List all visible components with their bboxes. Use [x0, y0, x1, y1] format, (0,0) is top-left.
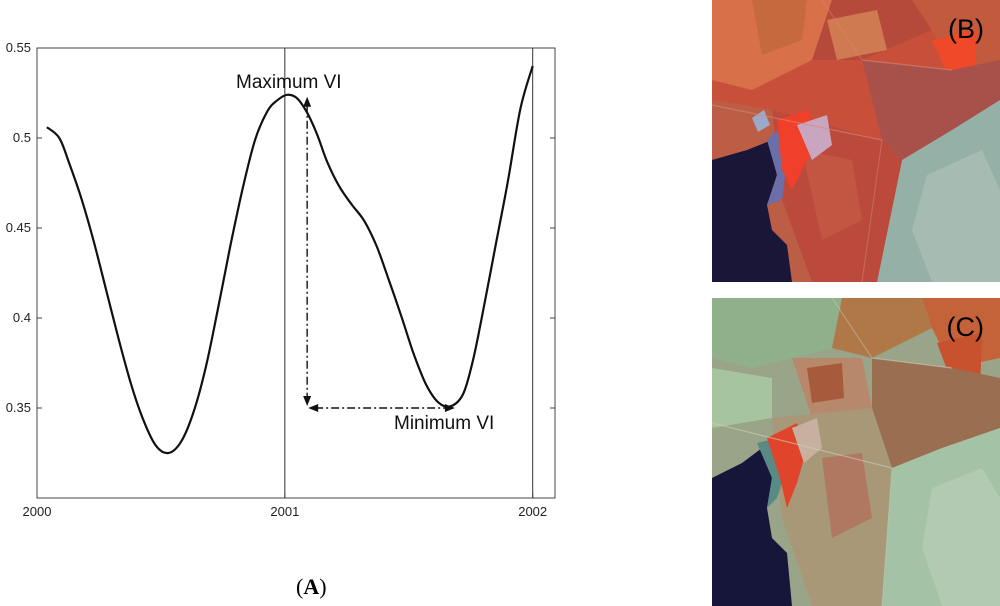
panel-b-label: (B)	[948, 14, 984, 44]
figure-caption-a: (A)	[296, 574, 327, 599]
axis-ticks: 0.35 0.4 0.45 0.5 0.55 2000 2001 2002	[6, 40, 555, 519]
series-layer	[46, 65, 534, 455]
y-tick-label: 0.5	[13, 130, 31, 145]
annotation-layer: Maximum VI Minimum VI	[236, 72, 494, 434]
arrowhead-down	[303, 396, 312, 406]
y-tick-label: 0.35	[6, 400, 31, 415]
y-tick-label: 0.55	[6, 40, 31, 55]
maximum-vi-label: Maximum VI	[236, 72, 342, 93]
arrowhead-up	[303, 96, 312, 107]
arrowhead-right	[444, 404, 455, 412]
minimum-vi-label: Minimum VI	[394, 413, 494, 434]
satellite-image-b: (B)	[712, 0, 1000, 282]
year-separator-lines	[284, 48, 534, 498]
vi-series-line	[46, 65, 534, 455]
caption-letter: A	[303, 574, 320, 599]
chart-plot-area	[36, 47, 556, 499]
y-tick-label: 0.4	[13, 310, 31, 325]
satellite-image-c: (C)	[712, 298, 1000, 606]
satellite-image-c-graphic	[712, 298, 1000, 606]
x-tick-label: 2000	[23, 504, 52, 519]
satellite-image-b-graphic	[712, 0, 1000, 282]
arrowhead-left	[308, 404, 319, 412]
x-tick-label: 2001	[270, 504, 299, 519]
plot-frame	[36, 47, 556, 499]
vi-time-series-chart: 0.35 0.4 0.45 0.5 0.55 2000 2001 2002 Maximum V…	[6, 40, 556, 519]
panel-c-label: (C)	[946, 312, 984, 342]
y-tick-label: 0.45	[6, 220, 31, 235]
x-tick-label: 2002	[518, 504, 547, 519]
